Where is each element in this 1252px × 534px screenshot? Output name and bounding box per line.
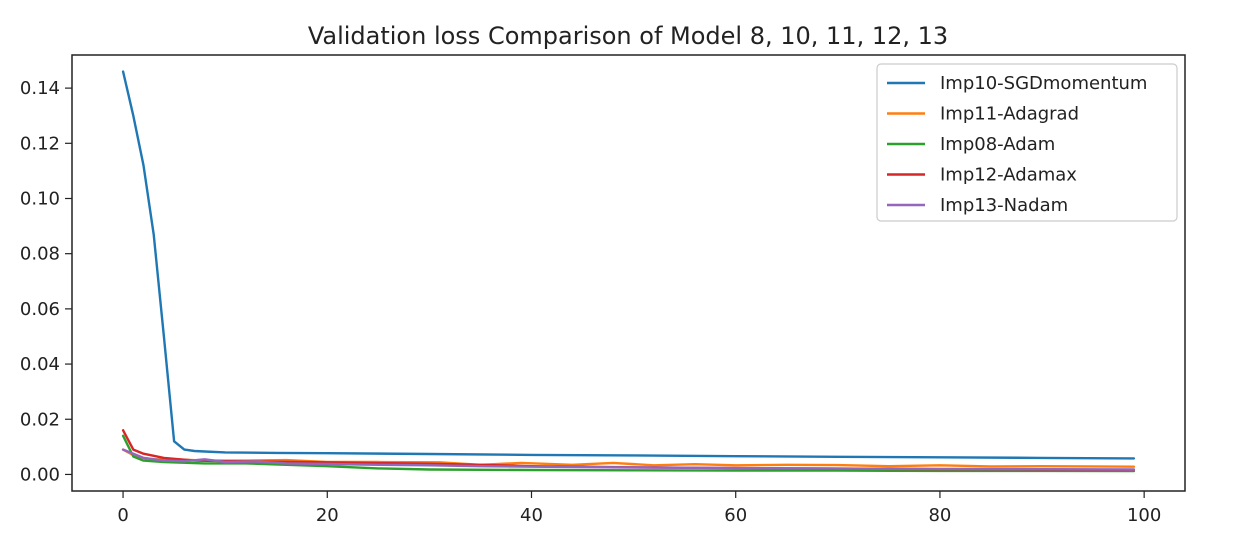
legend-label: Imp08-Adam bbox=[940, 134, 1055, 155]
x-tick-label: 80 bbox=[928, 505, 951, 526]
series-line-0 bbox=[121, 70, 1136, 460]
y-axis: 0.00 0.02 0.04 0.06 0.08 0.10 0.12 0.14 bbox=[20, 78, 72, 485]
legend-label: Imp12-Adamax bbox=[940, 165, 1077, 186]
legend: Imp10-SGDmomentum Imp11-Adagrad Imp08-Adam… bbox=[876, 63, 1178, 222]
plot-frame bbox=[71, 54, 1186, 492]
chart-title: Validation loss Comparison of Model 8, 1… bbox=[308, 22, 948, 50]
x-tick-label: 20 bbox=[316, 505, 339, 526]
x-tick-label: 60 bbox=[724, 505, 747, 526]
x-tick-label: 100 bbox=[1127, 505, 1161, 526]
y-tick-label: 0.08 bbox=[20, 244, 60, 265]
series-line-4 bbox=[121, 448, 1136, 471]
y-tick-label: 0.10 bbox=[20, 188, 60, 209]
series-line-2 bbox=[121, 434, 1136, 473]
x-axis: 0 20 40 60 80 100 bbox=[117, 491, 1161, 526]
legend-label: Imp10-SGDmomentum bbox=[940, 73, 1147, 94]
legend-box bbox=[876, 63, 1178, 222]
legend-label: Imp11-Adagrad bbox=[940, 104, 1079, 125]
legend-label: Imp13-Nadam bbox=[940, 195, 1068, 216]
y-tick-label: 0.04 bbox=[20, 354, 60, 375]
series-layer bbox=[121, 70, 1136, 473]
y-tick-label: 0.12 bbox=[20, 133, 60, 154]
y-tick-label: 0.06 bbox=[20, 299, 60, 320]
x-tick-label: 40 bbox=[520, 505, 543, 526]
y-tick-label: 0.14 bbox=[20, 78, 60, 99]
x-tick-label: 0 bbox=[117, 505, 128, 526]
y-tick-label: 0.00 bbox=[20, 464, 60, 485]
y-tick-label: 0.02 bbox=[20, 409, 60, 430]
